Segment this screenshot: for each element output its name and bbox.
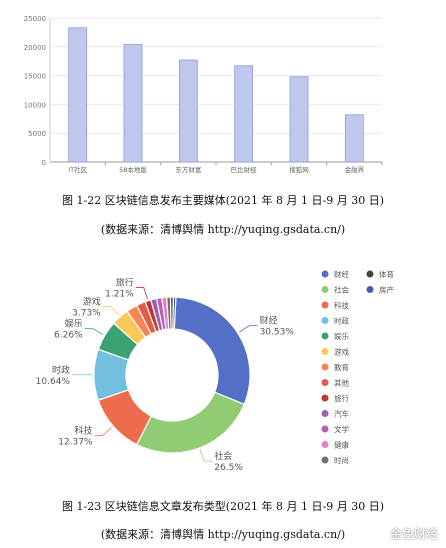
bar-x-tick-label: 58本地版 bbox=[119, 165, 147, 174]
pie-slice-label: 时政 bbox=[52, 364, 70, 376]
legend-label: 健康 bbox=[334, 440, 349, 450]
legend-marker bbox=[321, 332, 329, 340]
bar-x-tick-label: 巴比财经 bbox=[231, 165, 258, 174]
legend-marker bbox=[321, 456, 329, 464]
pie-slice-pct: 30.53% bbox=[260, 328, 295, 338]
pie-slice bbox=[135, 391, 246, 454]
bar bbox=[344, 114, 364, 163]
legend-label: 其他 bbox=[334, 378, 349, 388]
legend-label: 娱乐 bbox=[334, 331, 349, 341]
legend-label: 汽车 bbox=[334, 409, 349, 419]
legend-marker bbox=[321, 348, 329, 355]
pie-slice-pct: 6.26% bbox=[54, 330, 83, 340]
bar bbox=[123, 44, 143, 163]
bar-y-tick-label: 20000 bbox=[24, 44, 46, 52]
legend-marker bbox=[366, 286, 374, 293]
bar bbox=[68, 27, 88, 163]
pie-slice-label: 娱乐 bbox=[65, 317, 83, 329]
legend-label: 旅行 bbox=[334, 393, 349, 403]
pie-slice-pct: 10.64% bbox=[36, 377, 71, 387]
pie-slice-label: 科技 bbox=[75, 424, 93, 436]
pie-chart: 财经30.53%社会26.5%科技12.37%时政10.64%娱乐6.26%游戏… bbox=[36, 269, 395, 473]
legend-marker bbox=[321, 441, 329, 448]
bar-y-tick-label: 0 bbox=[42, 159, 46, 167]
legend-marker bbox=[366, 270, 374, 278]
legend-marker bbox=[321, 270, 329, 278]
bar-x-tick-label: 东方财富 bbox=[175, 165, 201, 174]
pie-label-line bbox=[199, 449, 213, 462]
pie-label-line bbox=[135, 287, 148, 299]
legend-label: 体育 bbox=[379, 269, 394, 279]
bar-y-tick-label: 5000 bbox=[28, 130, 46, 138]
pie-slice-pct: 3.73% bbox=[72, 308, 101, 318]
pie-label-line bbox=[84, 328, 104, 335]
bar bbox=[178, 59, 198, 163]
pie-slice bbox=[173, 296, 251, 406]
pie-slice-label: 旅行 bbox=[116, 276, 134, 288]
pie-slice-label: 社会 bbox=[214, 450, 232, 462]
bar-x-tick-label: 搜狐网 bbox=[289, 165, 309, 174]
pie-slice-pct: 12.37% bbox=[58, 437, 93, 447]
bar bbox=[289, 76, 309, 163]
legend-label: 时尚 bbox=[334, 455, 349, 465]
legend-marker bbox=[321, 317, 329, 324]
legend-label: 时政 bbox=[334, 316, 349, 326]
legend-label: 科技 bbox=[334, 300, 349, 310]
legend-marker bbox=[321, 394, 329, 402]
pie-chart-source: (数据来源：清博舆情 http://yuqing.gsdata.cn/) bbox=[100, 528, 346, 541]
bar-y-tick-label: 10000 bbox=[24, 101, 46, 109]
pie-slice bbox=[172, 296, 177, 330]
legend-marker bbox=[321, 410, 329, 417]
bar-y-tick-label: 25000 bbox=[24, 15, 46, 23]
legend-label: 文学 bbox=[334, 424, 349, 434]
bar-chart-caption: 图 1-22 区块链信息发布主要媒体(2021 年 8 月 1 日-9 月 30… bbox=[62, 194, 384, 207]
pie-slice-label: 游戏 bbox=[83, 295, 101, 307]
legend-marker bbox=[321, 379, 329, 386]
legend-label: 教育 bbox=[334, 362, 349, 372]
legend-marker bbox=[321, 301, 329, 309]
legend-label: 财经 bbox=[334, 269, 349, 279]
legend-marker bbox=[321, 286, 329, 293]
bar-chart-source: (数据来源：清博舆情 http://yuqing.gsdata.cn/) bbox=[100, 223, 346, 236]
pie-chart-caption: 图 1-23 区块链信息文章发布类型(2021 年 8 月 1 日-9 月 30… bbox=[62, 500, 384, 513]
pie-label-line bbox=[102, 305, 120, 316]
bar-x-tick-label: 金融界 bbox=[345, 165, 365, 174]
legend-label: 游戏 bbox=[334, 347, 349, 357]
bar bbox=[234, 65, 254, 163]
bar-y-tick-label: 15000 bbox=[24, 73, 46, 81]
pie-label-line bbox=[94, 427, 112, 436]
pie-slice-label: 财经 bbox=[260, 315, 278, 327]
legend-marker bbox=[321, 363, 329, 371]
bar-chart: 0 5000 10000 15000 20000 25000 IT社区 58本地版 东方财富 巴比… bbox=[24, 15, 383, 174]
bar-x-tick-label: IT社区 bbox=[68, 165, 87, 174]
pie-slice-pct: 26.5% bbox=[214, 463, 243, 473]
legend-label: 房产 bbox=[379, 285, 394, 295]
pie-label-line bbox=[239, 325, 258, 333]
legend-label: 社会 bbox=[334, 285, 349, 295]
pie-slice-pct: 1.21% bbox=[105, 289, 134, 299]
legend-marker bbox=[321, 425, 329, 433]
watermark-logo: 金色财经 bbox=[389, 527, 438, 541]
